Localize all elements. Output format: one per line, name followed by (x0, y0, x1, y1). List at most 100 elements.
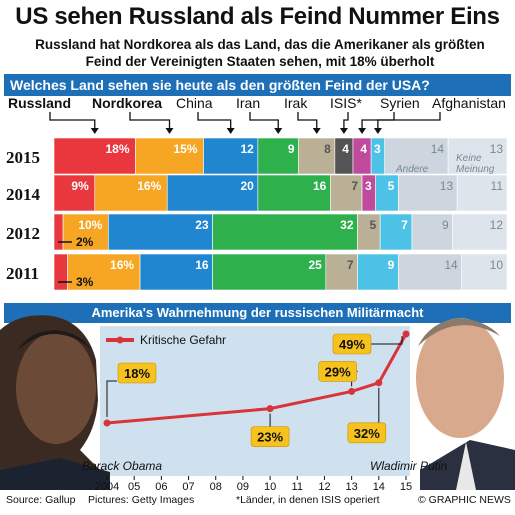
bar-label-2014-3: 16 (313, 179, 327, 193)
point-2013 (348, 387, 356, 395)
bar-2015-2 (203, 137, 259, 175)
callout-label-2014: 32% (354, 426, 380, 441)
small-label-3: 3% (76, 275, 94, 289)
page-title: US sehen Russland als Feind Nummer Eins (15, 3, 500, 30)
bar-2014-0 (53, 174, 96, 212)
bar-2012-9 (452, 213, 508, 251)
bar-2015-8 (384, 137, 449, 175)
bar-label-2015-8: 14 (431, 142, 445, 156)
bar-label-2014-6: 3 (365, 179, 372, 193)
footer-source: Source: Gallup (6, 494, 76, 506)
bar-label-2014-8: 13 (440, 179, 454, 193)
bar-label-2011-8: 14 (444, 258, 458, 272)
legend-keine-2: Meinung (456, 164, 495, 175)
bar-label-2012-1: 10% (78, 218, 102, 232)
obama-suit (0, 458, 110, 490)
x-tick-2004: 2004 (95, 481, 119, 493)
bar-2012-7 (379, 213, 413, 251)
callout-box-2014 (347, 422, 387, 444)
bar-label-2011-3: 25 (308, 258, 322, 272)
pointer-4 (297, 112, 318, 130)
bar-label-2012-7: 7 (401, 218, 408, 232)
pointer-0 (49, 112, 96, 130)
name-obama: Barack Obama (82, 459, 162, 473)
legend-label: Kritische Gefahr (140, 333, 226, 347)
bar-2011-9 (461, 253, 508, 291)
bar-label-2011-9: 10 (490, 258, 504, 272)
callout-label-2010: 23% (257, 430, 283, 445)
bar-label-2011-7: 9 (388, 258, 395, 272)
x-tick-14: 14 (373, 481, 385, 493)
pointer-3 (249, 112, 279, 130)
bar-label-2011-4: 7 (347, 258, 354, 272)
bar-label-2014-7: 5 (388, 179, 395, 193)
bar-label-2015-7: 3 (374, 142, 381, 156)
bar-2011-2 (139, 253, 213, 291)
bar-label-2012-3: 32 (340, 218, 354, 232)
bar-label-2015-5: 4 (342, 142, 349, 156)
bar-2011-1 (67, 253, 141, 291)
bar-2011-4 (325, 253, 358, 291)
bar-2014-4 (330, 174, 363, 212)
bar-2015-0 (53, 137, 136, 175)
point-2010 (266, 405, 274, 413)
footer-note: *Länder, in denen ISIS operiert (236, 494, 380, 506)
footer-pictures: Pictures: Getty Images (88, 494, 195, 506)
x-tick-12: 12 (318, 481, 330, 493)
subtitle-line-1: Russland hat Nordkorea als das Land, das… (35, 37, 485, 52)
pointer-arrow-3 (274, 128, 283, 134)
callout-line-2004 (106, 380, 117, 417)
bar-label-2015-4: 8 (324, 142, 331, 156)
legend-marker (116, 336, 124, 344)
pointer-7 (377, 112, 441, 130)
bar-label-2012-2: 23 (195, 218, 209, 232)
year-label-2011: 2011 (6, 264, 39, 283)
callout-label-2013: 29% (325, 364, 351, 379)
bar-2014-9 (456, 174, 508, 212)
bar-2014-8 (397, 174, 458, 212)
obama-face (16, 332, 96, 444)
bar-label-2015-2: 12 (240, 142, 254, 156)
bar-2011-3 (212, 253, 327, 291)
footer-credit: © GRAPHIC NEWS (418, 494, 511, 506)
x-tick-11: 11 (292, 481, 303, 493)
pointer-arrow-7 (373, 128, 382, 134)
year-label-2014: 2014 (6, 185, 41, 204)
bar-label-2014-2: 20 (240, 179, 254, 193)
bar-2011-7 (357, 253, 399, 291)
x-tick-07: 07 (182, 481, 194, 493)
bar-label-2012-9: 12 (490, 218, 504, 232)
callout-label-2015: 49% (339, 337, 365, 352)
bar-2014-2 (166, 174, 259, 212)
year-label-2015: 2015 (6, 148, 40, 167)
pointer-arrow-2 (226, 128, 235, 134)
bar-label-2012-8: 9 (442, 218, 449, 232)
point-2015 (402, 330, 410, 338)
bar-2015-9 (447, 137, 508, 175)
callout-box-2013 (318, 361, 357, 382)
bar-2015-3 (257, 137, 299, 175)
country-header-1: Nordkorea (92, 95, 162, 111)
putin-face (416, 318, 504, 438)
bar-2015-4 (298, 137, 336, 175)
pointer-arrow-1 (165, 128, 174, 134)
callout-box-2010 (250, 426, 290, 447)
bar-2014-1 (94, 174, 168, 212)
country-header-2: China (176, 95, 213, 111)
country-header-3: Iran (236, 95, 260, 111)
x-tick-08: 08 (210, 481, 222, 493)
x-tick-13: 13 (346, 481, 358, 493)
callout-label-2004: 18% (124, 366, 150, 381)
pointer-arrow-5 (339, 128, 348, 134)
bar-label-2015-9: 13 (490, 142, 504, 156)
bar-label-2015-1: 15% (173, 142, 197, 156)
bar-label-2014-4: 7 (351, 179, 358, 193)
year-label-2012: 2012 (6, 224, 40, 243)
small-label-2: 2% (76, 235, 94, 249)
putin-shirt (456, 442, 476, 490)
x-tick-10: 10 (264, 481, 276, 493)
callout-line-2015 (370, 336, 403, 345)
country-header-4: Irak (284, 95, 308, 111)
country-header-6: Syrien (380, 95, 420, 111)
